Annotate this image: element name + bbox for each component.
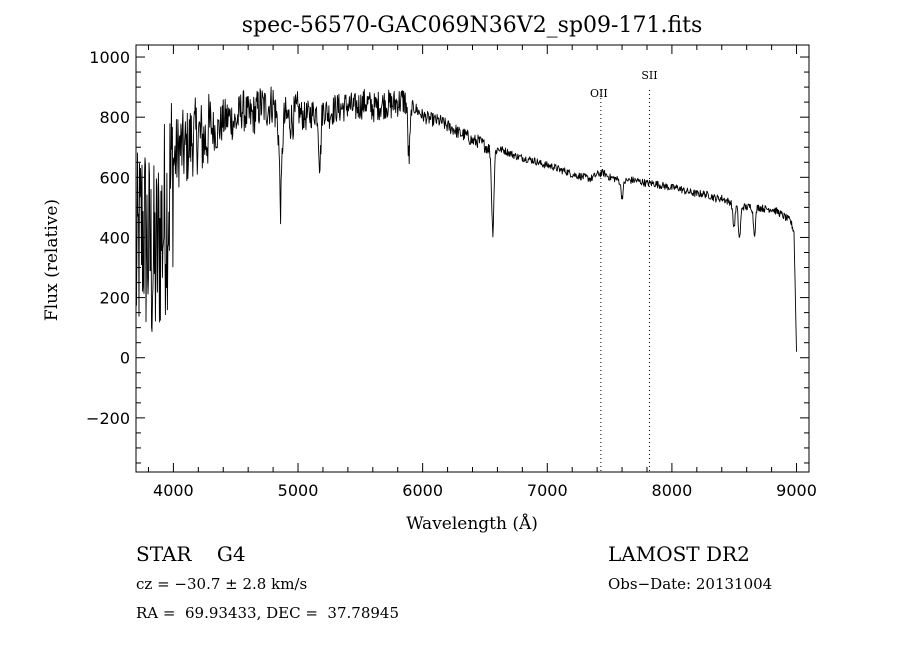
object-class: STAR G4 <box>136 542 246 566</box>
observation-date: Obs−Date: 20131004 <box>608 575 773 593</box>
redshift-readout: cz = −30.7 ± 2.8 km/s <box>136 575 308 593</box>
x-tick-label: 7000 <box>527 481 568 500</box>
y-tick-label: 200 <box>99 289 130 308</box>
y-tick-label: 0 <box>120 349 130 368</box>
y-axis-label: Flux (relative) <box>42 199 62 321</box>
x-tick-label: 6000 <box>402 481 443 500</box>
x-axis-label: Wavelength (Å) <box>406 513 538 534</box>
y-tick-label: 800 <box>99 108 130 127</box>
x-tick-label: 5000 <box>278 481 319 500</box>
y-tick-label: 600 <box>99 168 130 187</box>
annotation-label-oii: OII <box>590 87 608 100</box>
x-tick-label: 8000 <box>652 481 693 500</box>
y-tick-label: 1000 <box>89 48 130 67</box>
annotation-label-sii: SII <box>641 69 657 82</box>
plot-area: 4000 5000 6000 7000 8000 9000 −200 0 200 400 600 80… <box>86 44 817 500</box>
x-tick-label: 9000 <box>776 481 817 500</box>
y-tick-label: 400 <box>99 228 130 247</box>
chart-title: spec-56570-GAC069N36V2_sp09-171.fits <box>242 13 703 38</box>
y-tick-label: −200 <box>86 409 130 428</box>
coordinates-readout: RA = 69.93433, DEC = 37.78945 <box>136 604 400 622</box>
x-tick-label: 4000 <box>153 481 194 500</box>
plot-frame <box>135 44 810 473</box>
survey-name: LAMOST DR2 <box>608 542 750 566</box>
spectrum-line <box>135 86 797 352</box>
